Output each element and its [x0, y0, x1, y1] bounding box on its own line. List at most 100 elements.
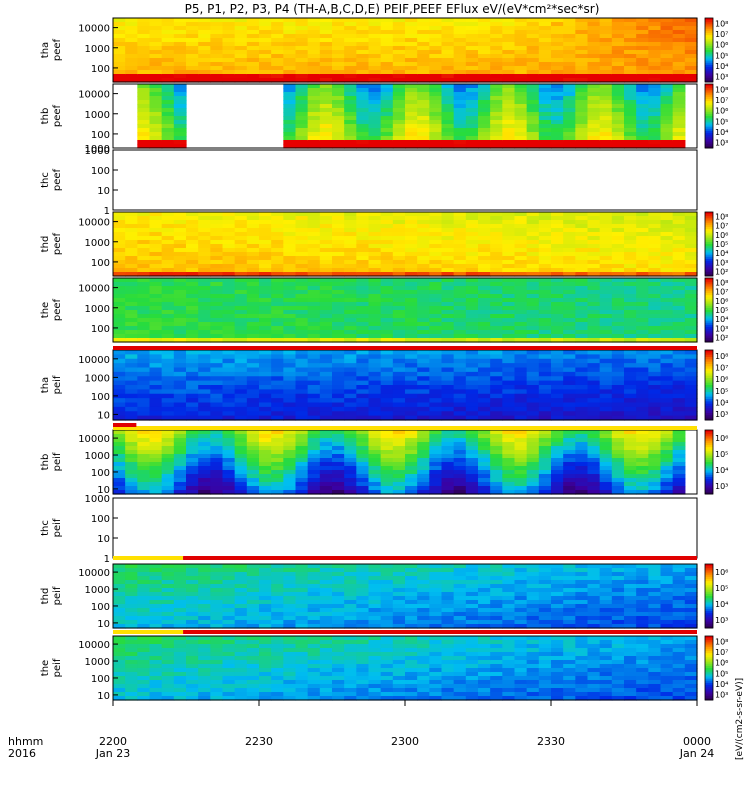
heatmap-cell	[113, 600, 126, 605]
heatmap-cell	[295, 282, 309, 287]
heatmap-cell	[551, 38, 564, 43]
heatmap-cell	[538, 248, 552, 253]
heatmap-cell	[453, 474, 467, 479]
heatmap-cell	[599, 144, 613, 149]
heatmap-cell	[222, 220, 236, 225]
heatmap-cell	[514, 402, 528, 408]
heatmap-cell	[186, 264, 199, 269]
heatmap-cell	[319, 92, 333, 97]
heatmap-cell	[161, 402, 175, 408]
heatmap-cell	[599, 302, 613, 307]
heatmap-cell	[198, 66, 211, 71]
heatmap-cell	[283, 363, 297, 369]
heatmap-cell	[636, 363, 649, 369]
heatmap-cell	[478, 298, 491, 303]
heatmap-cell	[587, 74, 601, 79]
heatmap-cell	[246, 367, 260, 373]
heatmap-cell	[551, 100, 564, 105]
heatmap-cell	[186, 470, 199, 475]
heatmap-cell	[149, 278, 163, 283]
heatmap-cell	[125, 580, 138, 585]
heatmap-cell	[283, 216, 297, 221]
heatmap-cell	[478, 264, 491, 269]
heatmap-cell	[648, 140, 662, 145]
heatmap-cell	[271, 588, 284, 593]
heatmap-cell	[113, 224, 126, 229]
heatmap-cell	[538, 30, 552, 35]
heatmap-cell	[246, 458, 260, 463]
heatmap-cell	[575, 140, 589, 145]
heatmap-cell	[283, 411, 297, 417]
heatmap-cell	[368, 268, 382, 273]
heatmap-cell	[465, 398, 479, 404]
heatmap-cell	[417, 278, 430, 283]
heatmap-cell	[648, 58, 662, 63]
heatmap-cell	[417, 376, 430, 382]
heatmap-cell	[611, 92, 625, 97]
heatmap-cell	[319, 140, 333, 145]
heatmap-cell	[259, 458, 272, 463]
heatmap-cell	[465, 442, 479, 447]
heatmap-cell	[161, 490, 175, 495]
heatmap-cell	[332, 371, 345, 377]
heatmap-cell	[624, 310, 637, 315]
heatmap-cell	[538, 144, 552, 149]
colorbar-segment	[705, 116, 713, 119]
heatmap-cell	[684, 326, 698, 331]
heatmap-cell	[332, 302, 345, 307]
heatmap-cell	[161, 26, 175, 31]
heatmap-cell	[465, 350, 479, 355]
heatmap-cell	[246, 612, 260, 617]
heatmap-cell	[198, 462, 211, 467]
y-tick-label: 10000	[78, 434, 110, 445]
heatmap-cell	[441, 290, 455, 295]
heatmap-cell	[222, 402, 236, 408]
heatmap-cell	[648, 470, 662, 475]
heatmap-cell	[380, 393, 394, 399]
heatmap-cell	[356, 88, 370, 93]
heatmap-cell	[161, 286, 175, 291]
heatmap-cell	[587, 50, 601, 55]
heatmap-cell	[246, 216, 260, 221]
heatmap-cell	[368, 278, 382, 283]
heatmap-cell	[551, 22, 564, 27]
heatmap-cell	[125, 38, 138, 43]
heatmap-cell	[222, 294, 236, 299]
heatmap-cell	[514, 54, 528, 59]
heatmap-cell	[356, 338, 370, 343]
heatmap-cell	[453, 302, 467, 307]
heatmap-cell	[502, 84, 516, 89]
heatmap-cell	[332, 144, 345, 149]
heatmap-cell	[672, 116, 686, 121]
heatmap-cell	[429, 415, 443, 421]
heatmap-cell	[222, 564, 236, 569]
heatmap-cell	[514, 306, 528, 311]
heatmap-cell	[478, 376, 491, 382]
heatmap-cell	[624, 385, 637, 390]
heatmap-cell	[429, 34, 443, 39]
heatmap-cell	[380, 486, 394, 491]
heatmap-cell	[490, 438, 503, 443]
heatmap-cell	[380, 458, 394, 463]
heatmap-cell	[490, 92, 503, 97]
heatmap-cell	[307, 70, 321, 75]
heatmap-cell	[137, 402, 151, 408]
heatmap-cell	[125, 380, 138, 386]
heatmap-cell	[344, 228, 357, 233]
heatmap-cell	[283, 124, 297, 129]
heatmap-cell	[222, 466, 236, 471]
heatmap-cell	[295, 144, 309, 149]
heatmap-cell	[271, 38, 284, 43]
heatmap-cell	[380, 380, 394, 386]
heatmap-cell	[234, 592, 248, 597]
heatmap-cell	[514, 144, 528, 149]
heatmap-cell	[198, 34, 211, 39]
heatmap-cell	[295, 620, 309, 625]
heatmap-cell	[551, 402, 564, 408]
heatmap-cell	[526, 140, 540, 145]
heatmap-cell	[344, 389, 357, 395]
heatmap-cell	[356, 112, 370, 117]
heatmap-cell	[648, 54, 662, 59]
heatmap-cell	[575, 18, 589, 23]
heatmap-cell	[259, 358, 272, 364]
